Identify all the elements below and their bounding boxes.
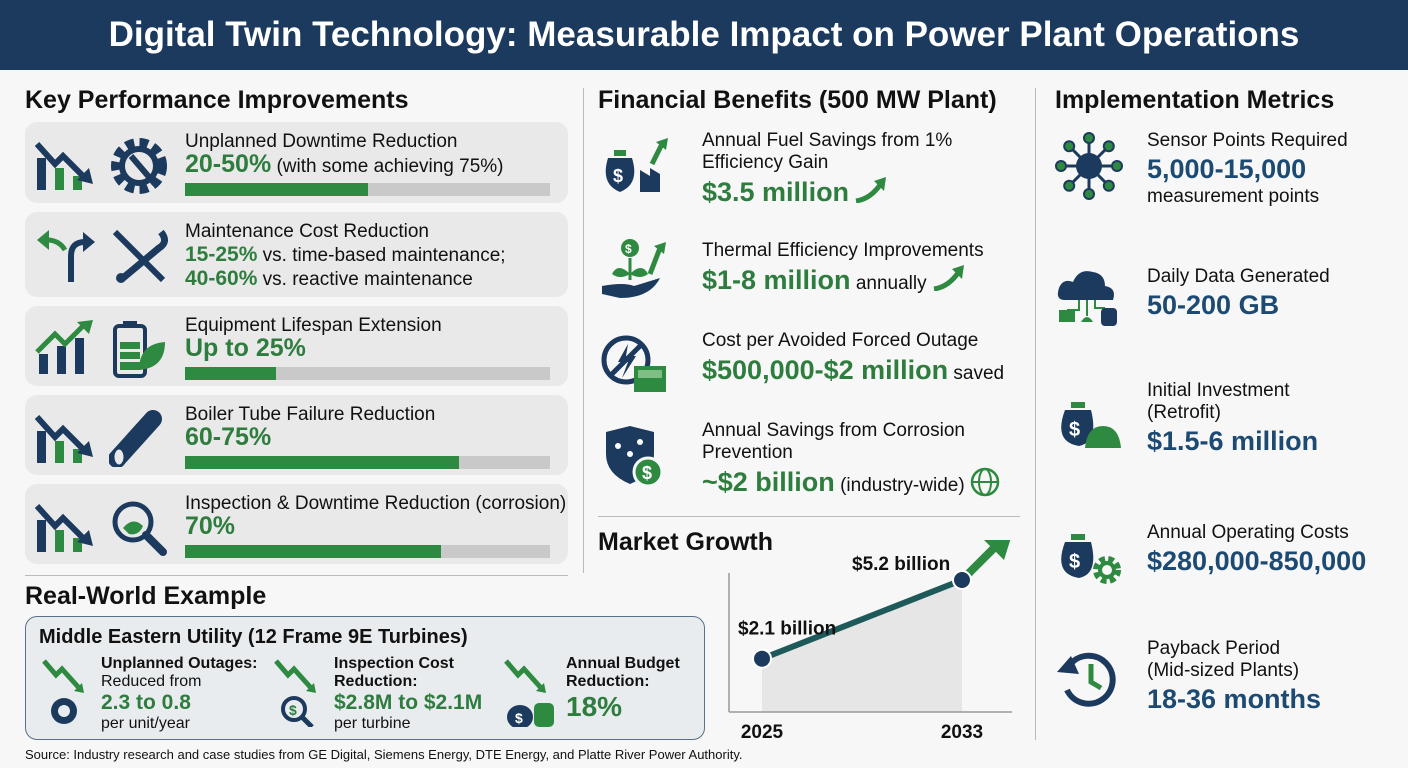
- money-coins-icon: $: [504, 659, 554, 727]
- progress-fill: [185, 367, 277, 380]
- area-fill: [762, 580, 962, 712]
- svg-text:$: $: [625, 242, 632, 256]
- cloud-data-icon: [1057, 271, 1117, 326]
- data-point: [952, 570, 972, 590]
- plant-money-icon: $: [602, 239, 666, 298]
- example-title: Middle Eastern Utility (12 Frame 9E Turb…: [39, 626, 468, 648]
- implementation-item: $ Annual Operating Costs $280,000-850,000: [1055, 522, 1405, 612]
- kpi-card: Boiler Tube Failure Reduction 60-75%: [25, 395, 568, 475]
- clock-history-icon: [1057, 652, 1116, 707]
- tools-icon: [112, 229, 168, 283]
- divider: [25, 575, 568, 576]
- trend-down-icon: [35, 141, 93, 190]
- implementation-heading: Implementation Metrics: [1055, 86, 1335, 114]
- divider: [1035, 88, 1036, 740]
- progress-fill: [185, 456, 459, 469]
- page-title: Digital Twin Technology: Measurable Impa…: [0, 0, 1408, 70]
- svg-text:$: $: [642, 463, 652, 483]
- svg-text:$: $: [515, 710, 523, 726]
- divider: [598, 516, 1020, 517]
- financial-heading: Financial Benefits (500 MW Plant): [598, 86, 997, 114]
- kpi-card: Equipment Lifespan Extension Up to 25%: [25, 306, 568, 386]
- series-line: [760, 577, 964, 662]
- svg-text:$: $: [289, 702, 297, 718]
- kpi-heading: Key Performance Improvements: [25, 86, 409, 114]
- implementation-item: $ Initial Investment (Retrofit) $1.5-6 mil…: [1055, 380, 1405, 470]
- trend-up-icon: [35, 320, 93, 374]
- example-item: Unplanned Outages: Reduced from 2.3 to 0.8…: [101, 655, 258, 732]
- source-note: Source: Industry research and case studi…: [25, 747, 743, 762]
- financial-item: Cost per Avoided Forced Outage $500,000-$…: [600, 330, 1025, 410]
- progress-fill: [185, 183, 368, 196]
- progress-fill: [185, 545, 441, 558]
- shield-dollar-icon: $: [606, 426, 664, 488]
- example-item: Inspection Cost Reduction: $2.8M to $2.1M p…: [334, 655, 483, 732]
- growth-arrow-icon: [984, 540, 1011, 560]
- data-label: $2.1 billion: [738, 619, 836, 640]
- progress-bar: [185, 456, 550, 469]
- magnifier-icon: [112, 501, 167, 556]
- progress-bar: [185, 183, 550, 196]
- progress-bar: [185, 367, 550, 380]
- financial-item: $ Thermal Efficiency Improvements $1-8 mi…: [600, 239, 1025, 320]
- trend-down-icon: [35, 414, 93, 463]
- data-label: $5.2 billion: [852, 554, 950, 575]
- example-item: Annual Budget Reduction: 18%: [566, 655, 680, 722]
- globe-icon: [970, 467, 1000, 497]
- financial-item: $ Annual Savings from Corrosion Preventi…: [600, 420, 1025, 500]
- implementation-item: Payback Period (Mid-sized Plants) 18-36 mo…: [1055, 638, 1405, 728]
- gear-wrench-icon: [111, 138, 167, 194]
- x-tick-label: 2025: [741, 722, 784, 743]
- trend-down-icon: [35, 503, 93, 552]
- market-heading: Market Growth: [598, 528, 774, 556]
- divider: [583, 88, 584, 573]
- battery-leaf-icon: [113, 321, 165, 378]
- sensor-network-icon: [1055, 132, 1123, 200]
- growth-arrow-icon: [933, 265, 964, 292]
- implementation-item: Sensor Points Required 5,000-15,000 measur…: [1055, 130, 1405, 220]
- financial-item: $ Annual Fuel Savings from 1% Efficiency…: [600, 130, 1025, 210]
- progress-bar: [185, 545, 550, 558]
- fork-arrow-icon: [37, 230, 95, 282]
- cracked-tube-icon: [109, 410, 162, 467]
- x-tick-label: 2033: [941, 722, 983, 743]
- svg-text:$: $: [1069, 551, 1080, 573]
- growth-arrow-icon: [855, 177, 887, 204]
- example-heading: Real-World Example: [25, 582, 267, 610]
- svg-text:$: $: [1069, 419, 1080, 441]
- kpi-card: Maintenance Cost Reduction 15-25% vs. tim…: [25, 212, 568, 297]
- market-growth-chart: $2.1 billion 2025 $5.2 billion 2033: [728, 540, 1012, 743]
- no-power-cash-icon: [601, 335, 666, 392]
- money-factory-icon: $: [605, 138, 668, 192]
- trend-down-gear-icon: [42, 659, 84, 724]
- magnifier-dollar-icon: $: [274, 659, 316, 727]
- example-box: Middle Eastern Utility (12 Frame 9E Turb…: [25, 616, 705, 740]
- implementation-item: Daily Data Generated 50-200 GB: [1055, 266, 1405, 356]
- svg-text:$: $: [613, 166, 623, 186]
- kpi-card: Inspection & Downtime Reduction (corrosi…: [25, 484, 568, 564]
- money-helmet-icon: $: [1061, 402, 1121, 448]
- data-point: [752, 648, 772, 669]
- kpi-card: Unplanned Downtime Reduction 20-50% (with…: [25, 122, 568, 203]
- money-gear-icon: $: [1061, 534, 1121, 584]
